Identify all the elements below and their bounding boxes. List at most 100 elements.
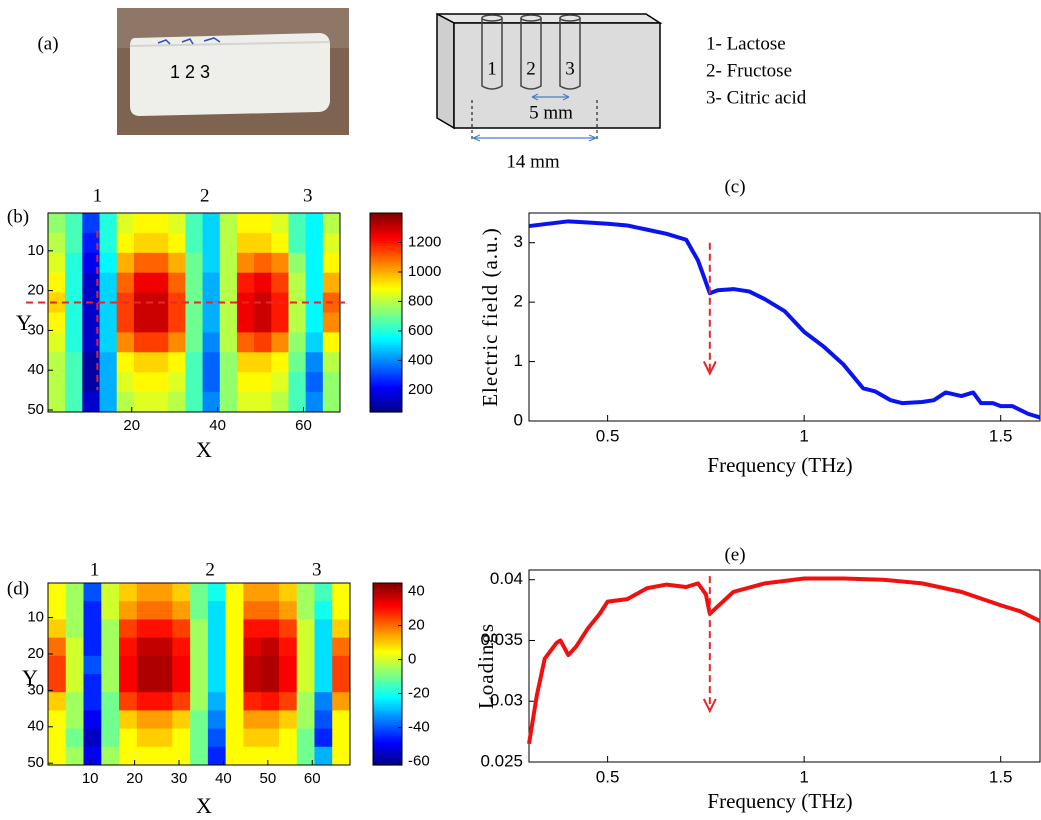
x-tick-label: 0.5 [596, 426, 620, 445]
heat-cell [83, 674, 102, 693]
heat-cell [119, 692, 138, 711]
colorbar-segment [373, 755, 402, 759]
colorbar-segment [373, 664, 402, 668]
heat-cell [322, 392, 341, 413]
heat-cell [243, 601, 262, 620]
heat-cell [116, 213, 135, 234]
colorbar-segment [373, 760, 402, 764]
heat-cell [254, 232, 272, 254]
colorbar-segment [370, 359, 402, 363]
heat-cell [314, 692, 333, 711]
heat-cell [136, 637, 156, 657]
heat-cell [116, 272, 135, 294]
x-tick-label: 30 [171, 770, 188, 787]
heat-cell [243, 746, 262, 766]
heat-cell [236, 213, 255, 234]
colorbar-segment [370, 277, 402, 281]
y-tick-label: 20 [27, 282, 44, 299]
colorbar-segment [373, 642, 402, 646]
heat-cell [288, 312, 307, 333]
heat-cell [202, 232, 221, 254]
colorbar-segment [373, 710, 402, 714]
dimension-label: 14 mm [506, 151, 560, 172]
colorbar-tick-label: -60 [408, 753, 430, 770]
heat-cell [254, 292, 272, 313]
heat-cell [154, 583, 173, 602]
heat-cell [185, 213, 204, 234]
heat-cell [332, 655, 351, 675]
heat-cell [119, 583, 138, 602]
colorbar-tick-label: -20 [408, 685, 430, 702]
heat-cell [133, 272, 152, 294]
heat-cell [133, 213, 152, 234]
heat-cell [207, 728, 227, 748]
heat-cell [296, 674, 315, 693]
heat-cell [133, 292, 152, 313]
heat-cell [101, 619, 120, 639]
colorbar-segment [373, 742, 402, 746]
heat-cell [288, 332, 307, 353]
heat-cell [261, 692, 280, 711]
colorbar-segment [370, 312, 402, 316]
heat-cell [172, 637, 191, 657]
colorbar-segment [370, 387, 402, 391]
colorbar-segment [370, 240, 402, 244]
panel-label: (d) [7, 578, 29, 599]
heat-cell [154, 692, 173, 711]
heat-cell [99, 332, 118, 353]
heat-cell [243, 692, 262, 711]
y-tick-label: 30 [27, 321, 44, 338]
colorbar-segment [373, 762, 402, 766]
heat-cell [99, 292, 118, 313]
colorbar-frame [372, 582, 403, 766]
colorbar-segment [373, 726, 402, 730]
heat-cell [116, 392, 135, 413]
colorbar-segment [370, 399, 402, 403]
heat-cell [243, 637, 262, 657]
heat-cell [82, 232, 101, 254]
colorbar-segment [373, 669, 402, 673]
heat-cell [314, 655, 333, 675]
heat-cell [190, 601, 209, 620]
heat-cell [168, 232, 186, 254]
heat-cell [236, 352, 255, 373]
colorbar-segment [373, 685, 402, 689]
heat-cell [261, 710, 280, 730]
x-tick-label: 1.5 [989, 767, 1013, 786]
heat-cell [278, 728, 298, 748]
colorbar-segment [370, 250, 402, 254]
y-tick-label: 3 [514, 232, 523, 251]
colorbar-segment [373, 583, 402, 586]
heat-cell [82, 252, 101, 274]
heat-cell [190, 619, 209, 639]
heat-cell [65, 252, 83, 274]
heat-cell [99, 352, 118, 373]
heat-cell [168, 312, 186, 333]
colorbar-segment [373, 674, 402, 677]
colorbar-segment [373, 758, 402, 762]
heat-cell [116, 312, 135, 333]
heat-cell [101, 655, 120, 675]
colorbar-segment [370, 367, 402, 371]
colorbar-segment [373, 692, 402, 696]
heat-cell [207, 692, 227, 711]
heat-cell [154, 674, 173, 693]
heat-cell [48, 674, 67, 693]
y-tick-label: 40 [27, 361, 44, 378]
heat-cell [207, 583, 227, 602]
y-tick-label: 30 [27, 681, 44, 698]
heat-cell [83, 710, 102, 730]
heat-cell [151, 232, 169, 254]
heat-cell [322, 332, 341, 353]
y-tick-label: 0.03 [490, 691, 523, 710]
y-axis-label: Y [16, 310, 32, 335]
heat-cell [288, 272, 307, 294]
heat-cell [219, 332, 238, 353]
y-tick-label: 10 [27, 242, 44, 259]
heat-cell [154, 746, 173, 766]
heat-cell [243, 710, 262, 730]
heat-cell [207, 637, 227, 657]
colorbar-segment [373, 753, 402, 757]
heat-cell [154, 655, 173, 675]
heat-cell [190, 746, 209, 766]
